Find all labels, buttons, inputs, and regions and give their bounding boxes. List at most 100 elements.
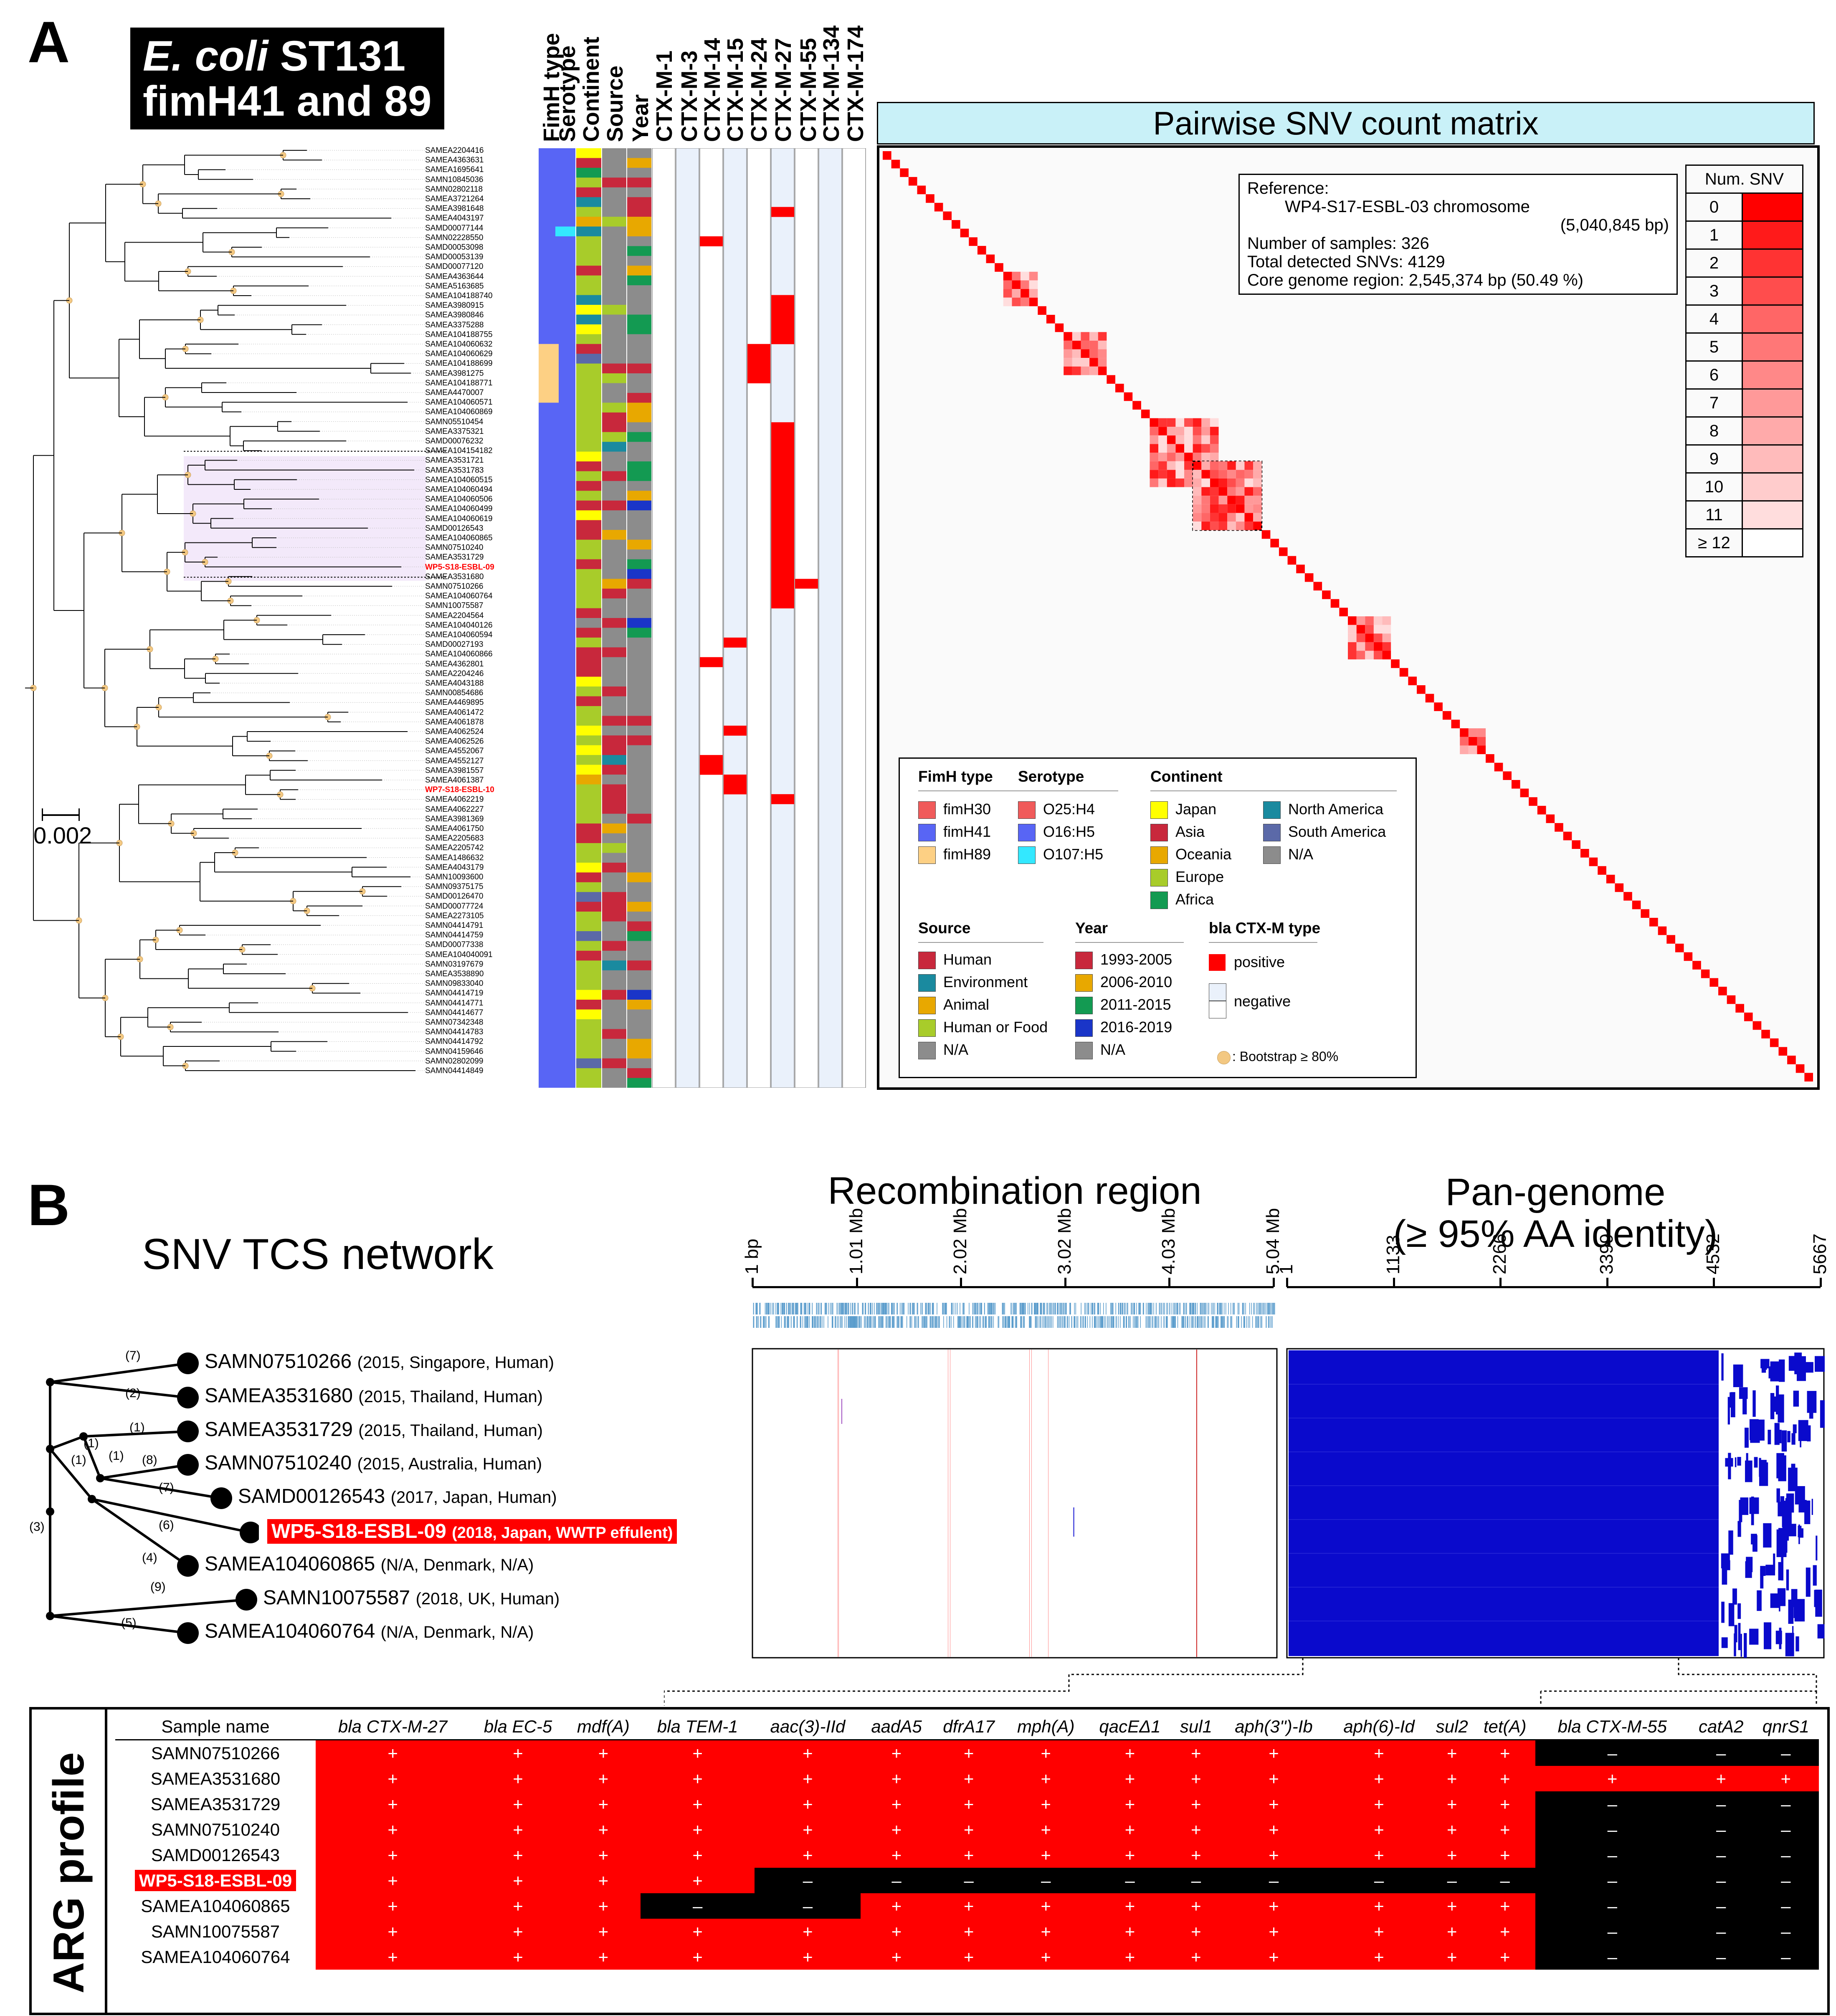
legend-label: O25:H4 — [1043, 800, 1095, 818]
legend-fimh-title: FimH type — [918, 768, 993, 785]
tip-label: SAMEA2204564 — [425, 611, 484, 620]
year-cell — [627, 598, 651, 609]
matrix-cell — [1175, 478, 1185, 487]
matrix-cell — [1227, 513, 1236, 522]
accessory-gene-block — [1791, 1433, 1795, 1445]
matrix-cell — [1365, 651, 1374, 660]
matrix-diagonal-cell — [1244, 513, 1254, 522]
matrix-diagonal-cell — [900, 168, 909, 177]
legend-label: 1993-2005 — [1100, 951, 1173, 968]
continent-cell — [576, 921, 601, 932]
tip-label: SAMEA4061878 — [425, 717, 484, 727]
matrix-cell — [1158, 461, 1167, 470]
pan-genome-plot — [1286, 1348, 1825, 1659]
matrix-diagonal-cell — [969, 237, 978, 246]
matrix-diagonal-cell — [977, 246, 986, 255]
matrix-cell — [1244, 478, 1254, 487]
continent-cell — [576, 588, 601, 599]
ctx-m-27-positive — [771, 432, 794, 442]
matrix-cell — [1193, 418, 1202, 427]
tip-label: SAMN07510266 — [425, 582, 484, 591]
arg-cell: + — [470, 1868, 566, 1893]
tip-label: SAMN07510240 — [425, 543, 484, 552]
arg-cell: + — [1086, 1893, 1174, 1919]
network-edge — [50, 1598, 247, 1617]
matrix-cell — [1072, 366, 1081, 375]
source-cell — [602, 853, 626, 863]
continent-cell — [576, 148, 601, 158]
matrix-cell — [1003, 297, 1012, 306]
year-cell — [627, 569, 651, 579]
accessory-gene-block — [1806, 1568, 1811, 1597]
recomb-frame — [752, 1348, 1278, 1659]
matrix-diagonal-cell — [1356, 625, 1365, 634]
network-node — [177, 1555, 199, 1577]
matrix-cell — [1373, 651, 1383, 660]
matrix-cell — [1236, 522, 1245, 530]
legend-cont-title: Continent — [1150, 768, 1223, 785]
matrix-cell — [1081, 358, 1090, 367]
tip-label: SAMEA3375321 — [425, 427, 484, 436]
matrix-diagonal-cell — [1727, 995, 1736, 1004]
matrix-diagonal-cell — [1339, 608, 1348, 616]
matrix-diagonal-cell — [1021, 289, 1029, 298]
matrix-cell — [1253, 470, 1262, 479]
legend-swatch — [918, 846, 936, 864]
arg-cell: + — [932, 1842, 1005, 1868]
matrix-cell — [1356, 616, 1365, 625]
arg-row: SAMN10075587 + + + + + + + + + + + + + + – – – — [115, 1919, 1819, 1944]
continent-cell — [576, 1078, 601, 1088]
accessory-gene-block — [1811, 1499, 1813, 1515]
matrix-cell — [1072, 349, 1081, 358]
matrix-cell — [1184, 478, 1193, 487]
legend-label: Human or Food — [943, 1018, 1048, 1036]
core-genome-block — [1289, 1350, 1719, 1656]
arg-side-title: ARG profile — [45, 1752, 93, 1993]
matrix-diagonal-cell — [1477, 745, 1486, 755]
arg-row: SAMEA3531729 + + + + + + + + + + + + + + – – – — [115, 1791, 1819, 1817]
node-sample-info: (2015, Thailand, Human) — [358, 1388, 543, 1406]
legend-label: fimH30 — [943, 800, 991, 818]
year-cell — [627, 148, 651, 158]
tip-label: SAMEA4043197 — [425, 214, 484, 223]
continent-cell — [576, 804, 601, 814]
continent-cell — [576, 217, 601, 227]
year-cell — [627, 451, 651, 462]
legend-ctx-negative: negative — [1234, 993, 1291, 1010]
matrix-diagonal-cell — [1718, 987, 1727, 995]
matrix-diagonal-cell — [1124, 392, 1133, 401]
snv-level-swatch — [1742, 500, 1803, 529]
matrix-cell — [1184, 444, 1193, 453]
matrix-diagonal-cell — [1770, 1038, 1779, 1047]
matrix-cell — [1193, 513, 1202, 522]
year-cell — [627, 657, 651, 667]
year-cell — [627, 471, 651, 481]
arg-cell: + — [1474, 1740, 1535, 1766]
accessory-gene-block — [1740, 1634, 1742, 1657]
ref-samples: Number of samples: 326 — [1247, 234, 1429, 253]
year-cell — [627, 667, 651, 677]
arg-cell: + — [1218, 1791, 1329, 1817]
matrix-diagonal-cell — [1098, 366, 1107, 375]
year-cell — [627, 1029, 651, 1039]
branch-length-label: (7) — [159, 1481, 174, 1494]
matrix-cell — [1201, 427, 1210, 436]
arg-cell: – — [1752, 1791, 1819, 1817]
legend-label: Europe — [1175, 868, 1224, 885]
matrix-cell — [1460, 745, 1469, 755]
matrix-diagonal-cell — [1417, 685, 1426, 694]
arg-cell: + — [470, 1842, 566, 1868]
continent-cell — [576, 628, 601, 638]
year-cell — [627, 960, 651, 971]
arg-cell: + — [1086, 1817, 1174, 1842]
matrix-cell — [1244, 461, 1254, 470]
source-cell — [602, 794, 626, 804]
arg-cell: + — [1173, 1842, 1219, 1868]
column-header: CTX-M-27 — [771, 38, 796, 142]
accessory-gene-block — [1786, 1569, 1789, 1591]
year-cell — [627, 941, 651, 951]
matrix-diagonal-cell — [1270, 539, 1279, 547]
network-edge — [49, 1448, 93, 1500]
matrix-diagonal-cell — [1658, 926, 1667, 935]
year-cell — [627, 324, 651, 334]
